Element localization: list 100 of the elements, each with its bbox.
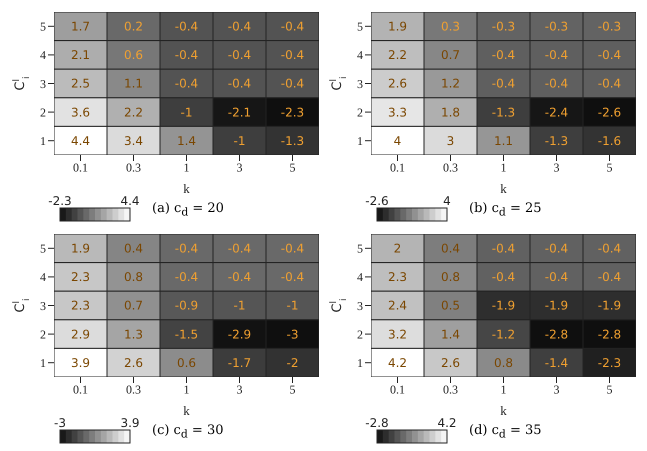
data-label: -1.6 (598, 134, 622, 148)
x-tick-label: 0.3 (443, 382, 458, 397)
data-label: 1.7 (70, 20, 90, 34)
data-label: 1.9 (70, 242, 90, 256)
data-label: -0.4 (544, 76, 568, 91)
data-label: -0.4 (492, 48, 516, 62)
x-tick-label: 1 (500, 160, 506, 175)
data-label: 0.2 (124, 20, 144, 34)
data-label: 2.6 (440, 356, 460, 370)
data-label: -1.2 (492, 327, 516, 342)
data-label: -1.4 (544, 356, 568, 370)
data-label: 0.8 (124, 270, 144, 284)
data-label: -0.9 (174, 298, 198, 313)
data-label: -1 (234, 134, 246, 148)
x-axis-title: k (500, 181, 508, 196)
y-tick-label: 2 (40, 105, 46, 120)
x-tick-label: 5 (606, 382, 612, 397)
data-label: -0.4 (598, 48, 622, 62)
data-label: -0.3 (544, 20, 568, 34)
data-label: -2.9 (228, 327, 252, 342)
data-label: 1.8 (440, 105, 460, 120)
data-label: -0.4 (280, 76, 304, 91)
data-label: 2.2 (124, 105, 144, 120)
data-label: -1.9 (492, 298, 516, 313)
data-label: 1.4 (176, 134, 196, 148)
data-label: 1.2 (440, 76, 460, 91)
x-tick-label: 1 (184, 160, 190, 175)
data-label: 2 (394, 242, 402, 256)
data-label: 4 (394, 134, 402, 148)
x-tick-label: 1 (184, 382, 190, 397)
data-label: 0.6 (176, 356, 196, 370)
data-label: -0.4 (492, 270, 516, 284)
data-label: 0.4 (124, 242, 144, 256)
data-label: -0.4 (280, 48, 304, 62)
data-label: -0.4 (492, 242, 516, 256)
x-tick-label: 0.3 (443, 160, 458, 175)
data-label: 2.6 (124, 356, 144, 370)
color-bar-label: 4.4 (120, 194, 140, 208)
data-label: -2 (286, 356, 298, 370)
x-axis-title: k (183, 181, 190, 196)
y-tick-label: 5 (357, 20, 363, 34)
data-label: -1.9 (598, 298, 622, 313)
x-tick-label: 5 (290, 160, 296, 175)
y-tick-label: 3 (357, 76, 363, 91)
y-tick-label: 5 (40, 242, 46, 256)
data-label: -0.4 (228, 20, 252, 34)
color-bar-label: 3.9 (120, 416, 140, 430)
color-bar-label: -2.8 (365, 416, 389, 430)
x-tick-label: 5 (290, 382, 296, 397)
x-tick-label: 3 (236, 382, 242, 397)
data-label: -0.4 (598, 76, 622, 91)
x-tick-label: 5 (606, 160, 612, 175)
data-label: 1.4 (440, 327, 460, 342)
data-label: 4.4 (70, 134, 90, 148)
data-label: 2.3 (70, 270, 90, 284)
y-tick-label: 4 (357, 270, 363, 284)
data-label: 0.7 (124, 298, 144, 313)
data-label: 2.3 (388, 270, 408, 284)
data-label: -0.4 (174, 76, 198, 91)
data-label: 3 (446, 134, 454, 148)
y-tick-label: 1 (40, 134, 46, 148)
x-axis-title: k (500, 403, 508, 418)
data-label: 0.3 (440, 20, 460, 34)
data-label: 0.5 (440, 298, 460, 313)
data-label: -0.4 (598, 270, 622, 284)
data-label: -0.4 (174, 242, 198, 256)
data-label: -0.4 (598, 242, 622, 256)
x-tick-label: 0.3 (126, 382, 141, 397)
text: (a) c$_{d}$ = 20 (152, 201, 224, 219)
data-label: 1.1 (494, 134, 514, 148)
data-label: -1.9 (544, 298, 568, 313)
data-label: -0.4 (174, 20, 198, 34)
data-label: -0.4 (280, 20, 304, 34)
y-tick-label: 2 (357, 105, 363, 120)
data-label: 2.4 (388, 298, 408, 313)
text: (c) c$_{d}$ = 30 (152, 423, 224, 441)
data-label: -1 (180, 105, 192, 120)
y-tick-label: 4 (40, 48, 46, 62)
x-tick-label: 0.1 (73, 382, 88, 397)
color-bar-label: 4 (443, 194, 451, 208)
x-tick-label: 0.3 (126, 160, 141, 175)
text: (b) c$_{d}$ = 25 (469, 201, 542, 219)
data-label: 4.2 (388, 356, 408, 370)
data-label: -1.3 (544, 134, 568, 148)
data-label: -0.4 (492, 76, 516, 91)
data-label: -0.4 (544, 242, 568, 256)
data-label: -1 (234, 298, 246, 313)
x-tick-label: 3 (554, 382, 560, 397)
data-label: -0.4 (544, 270, 568, 284)
data-label: 1.9 (388, 20, 408, 34)
color-bar-label: -3 (54, 416, 66, 430)
data-label: -0.4 (228, 270, 252, 284)
data-label: -0.4 (174, 270, 198, 284)
color-bar-label: -2.6 (365, 194, 389, 208)
data-label: -1.5 (174, 327, 198, 342)
y-tick-label: 1 (357, 134, 363, 148)
data-label: 3.3 (388, 105, 408, 120)
data-label: -3 (286, 327, 298, 342)
y-tick-label: 2 (357, 327, 363, 342)
text: (d) c$_{d}$ = 35 (469, 423, 542, 441)
